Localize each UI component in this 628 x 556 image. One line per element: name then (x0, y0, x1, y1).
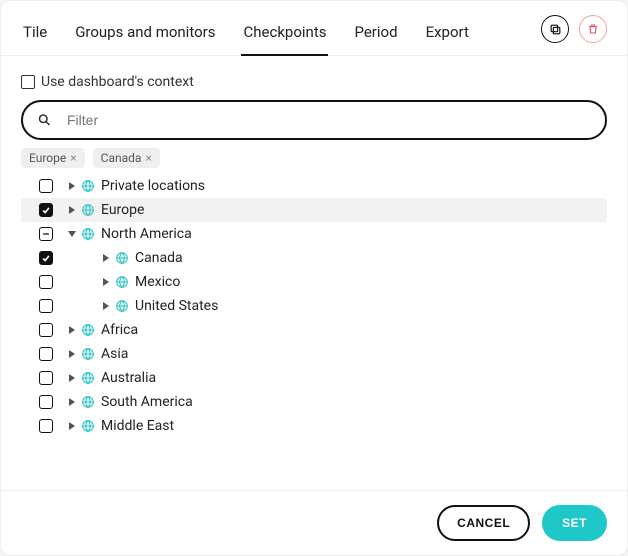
tree-node-label: Europe (101, 202, 144, 218)
tree-checkbox[interactable] (39, 227, 53, 241)
tree-checkbox[interactable] (39, 347, 53, 361)
tree-checkbox[interactable] (39, 179, 53, 193)
tree-node-label: North America (101, 226, 192, 242)
globe-icon (81, 395, 95, 409)
tree-node-label: Australia (101, 370, 156, 386)
tree-checkbox[interactable] (39, 299, 53, 313)
tree-checkbox[interactable] (39, 251, 53, 265)
delete-button[interactable] (579, 15, 607, 43)
chevron-right-icon[interactable] (103, 254, 109, 262)
chevron-right-icon[interactable] (69, 326, 75, 334)
tree-node[interactable]: Private locations (21, 174, 607, 198)
globe-icon (115, 275, 129, 289)
tree-node[interactable]: Mexico (21, 270, 607, 294)
globe-icon (115, 251, 129, 265)
globe-icon (81, 203, 95, 217)
search-wrap (21, 100, 607, 140)
chevron-right-icon[interactable] (69, 206, 75, 214)
tree-checkbox[interactable] (39, 203, 53, 217)
duplicate-button[interactable] (541, 15, 569, 43)
globe-icon (81, 371, 95, 385)
chevron-right-icon[interactable] (103, 302, 109, 310)
chip-remove-icon[interactable]: × (145, 151, 151, 165)
tree-node[interactable]: Middle East (21, 414, 607, 438)
tree-node[interactable]: North America (21, 222, 607, 246)
tree-node[interactable]: Canada (21, 246, 607, 270)
globe-icon (81, 347, 95, 361)
trash-icon (587, 23, 599, 35)
tree-node-label: United States (135, 298, 218, 314)
tree-node[interactable]: South America (21, 390, 607, 414)
filter-input[interactable] (21, 100, 607, 140)
header-icon-group (541, 15, 607, 53)
chevron-right-icon[interactable] (69, 182, 75, 190)
chevron-right-icon[interactable] (69, 374, 75, 382)
tab-checkpoints[interactable]: Checkpoints (241, 13, 328, 55)
globe-icon (115, 299, 129, 313)
globe-icon (81, 419, 95, 433)
globe-icon (81, 227, 95, 241)
tree-checkbox[interactable] (39, 419, 53, 433)
chevron-down-icon[interactable] (68, 231, 76, 237)
use-context-checkbox[interactable] (21, 75, 35, 89)
tabs-row: Tile Groups and monitors Checkpoints Period… (1, 1, 627, 56)
tree-node-label: Middle East (101, 418, 174, 434)
copy-icon (549, 23, 562, 36)
tree-node[interactable]: Europe (21, 198, 607, 222)
chevron-right-icon[interactable] (69, 422, 75, 430)
dialog-footer: CANCEL SET (1, 490, 627, 555)
filter-chip: Canada× (93, 148, 160, 168)
tree-node[interactable]: Africa (21, 318, 607, 342)
use-context-row: Use dashboard's context (21, 74, 607, 90)
tree-node-label: Private locations (101, 178, 205, 194)
tree-checkbox[interactable] (39, 395, 53, 409)
tab-tile[interactable]: Tile (21, 13, 49, 55)
tree-node-label: Africa (101, 322, 138, 338)
filter-chips: Europe×Canada× (21, 148, 607, 168)
cancel-button[interactable]: CANCEL (437, 505, 530, 541)
search-icon (37, 113, 52, 128)
globe-icon (81, 179, 95, 193)
chip-remove-icon[interactable]: × (70, 151, 76, 165)
tree-checkbox[interactable] (39, 323, 53, 337)
use-context-label: Use dashboard's context (41, 74, 194, 90)
tree-checkbox[interactable] (39, 275, 53, 289)
dialog-body: Use dashboard's context Europe×Canada× P… (1, 56, 627, 490)
tree-node-label: Mexico (135, 274, 180, 290)
filter-chip-label: Europe (29, 151, 66, 165)
dialog-card: Tile Groups and monitors Checkpoints Period… (0, 0, 628, 556)
tab-period[interactable]: Period (352, 13, 399, 55)
tree-node[interactable]: Australia (21, 366, 607, 390)
filter-chip: Europe × (21, 148, 85, 168)
tab-groups-and-monitors[interactable]: Groups and monitors (73, 13, 217, 55)
tree-node[interactable]: Asia (21, 342, 607, 366)
chevron-right-icon[interactable] (69, 350, 75, 358)
filter-chip-label: Canada (101, 151, 142, 165)
globe-icon (81, 323, 95, 337)
chevron-right-icon[interactable] (69, 398, 75, 406)
chevron-right-icon[interactable] (103, 278, 109, 286)
tree-node-label: South America (101, 394, 193, 410)
set-button[interactable]: SET (542, 505, 607, 541)
tree-node-label: Canada (135, 250, 183, 266)
tree-checkbox[interactable] (39, 371, 53, 385)
tree-node[interactable]: United States (21, 294, 607, 318)
tab-export[interactable]: Export (424, 13, 471, 55)
tabs: Tile Groups and monitors Checkpoints Period… (21, 13, 541, 55)
location-tree: Private locations Europe North America Cana… (21, 174, 607, 438)
tree-node-label: Asia (101, 346, 128, 362)
